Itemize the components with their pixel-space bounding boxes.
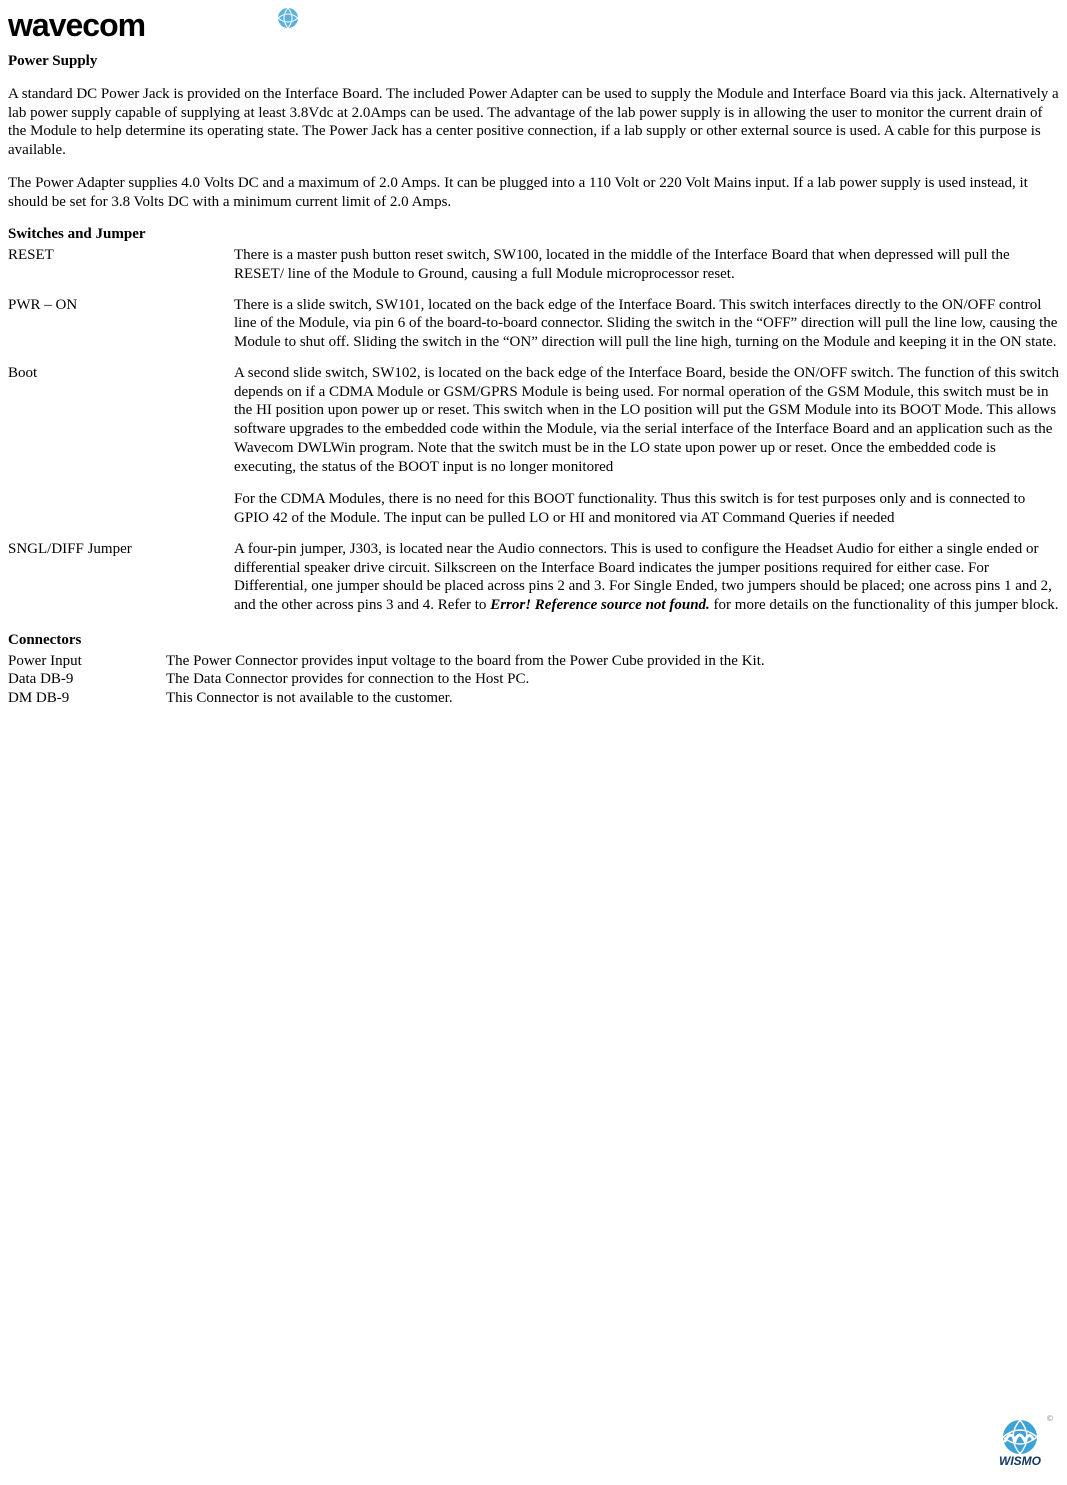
connector-label: Power Input <box>8 652 166 671</box>
jumper-label: SNGL/DIFF Jumper <box>8 540 234 615</box>
power-supply-title: Power Supply <box>8 52 1059 71</box>
svg-text:©: © <box>1047 1414 1053 1423</box>
connector-row: Power Input The Power Connector provides… <box>8 652 1059 671</box>
boot-body-2: For the CDMA Modules, there is no need f… <box>234 490 1059 528</box>
switch-row-jumper: SNGL/DIFF Jumper A four-pin jumper, J303… <box>8 540 1059 615</box>
connector-row: Data DB-9 The Data Connector provides fo… <box>8 670 1059 689</box>
boot-label: Boot <box>8 364 234 528</box>
connector-row: DM DB-9 This Connector is not available … <box>8 689 1059 708</box>
pwr-body: There is a slide switch, SW101, located … <box>234 296 1059 352</box>
connector-body: The Power Connector provides input volta… <box>166 652 1059 671</box>
connector-body: This Connector is not available to the c… <box>166 689 1059 708</box>
jumper-error: Error! Reference source not found. <box>490 597 710 613</box>
switch-row-reset: RESET There is a master push button rese… <box>8 246 1059 284</box>
reset-label: RESET <box>8 246 234 284</box>
jumper-body-post: for more details on the functionality of… <box>710 597 1059 613</box>
switches-title: Switches and Jumper <box>8 225 1059 244</box>
wavecom-logo: wavecom <box>8 6 1059 46</box>
connectors-title: Connectors <box>8 631 1059 650</box>
pwr-label: PWR – ON <box>8 296 234 352</box>
svg-text:wavecom: wavecom <box>8 7 145 43</box>
jumper-body: A four-pin jumper, J303, is located near… <box>234 540 1059 615</box>
boot-body-1: A second slide switch, SW102, is located… <box>234 364 1059 477</box>
power-supply-p1: A standard DC Power Jack is provided on … <box>8 85 1059 160</box>
switch-row-boot: Boot A second slide switch, SW102, is lo… <box>8 364 1059 528</box>
connector-label: DM DB-9 <box>8 689 166 708</box>
power-supply-p2: The Power Adapter supplies 4.0 Volts DC … <box>8 174 1059 212</box>
connector-body: The Data Connector provides for connecti… <box>166 670 1059 689</box>
wismo-logo: © WISMO <box>985 1413 1055 1475</box>
switch-row-pwr: PWR – ON There is a slide switch, SW101,… <box>8 296 1059 352</box>
connector-label: Data DB-9 <box>8 670 166 689</box>
svg-text:WISMO: WISMO <box>999 1454 1042 1468</box>
reset-body: There is a master push button reset swit… <box>234 246 1059 284</box>
